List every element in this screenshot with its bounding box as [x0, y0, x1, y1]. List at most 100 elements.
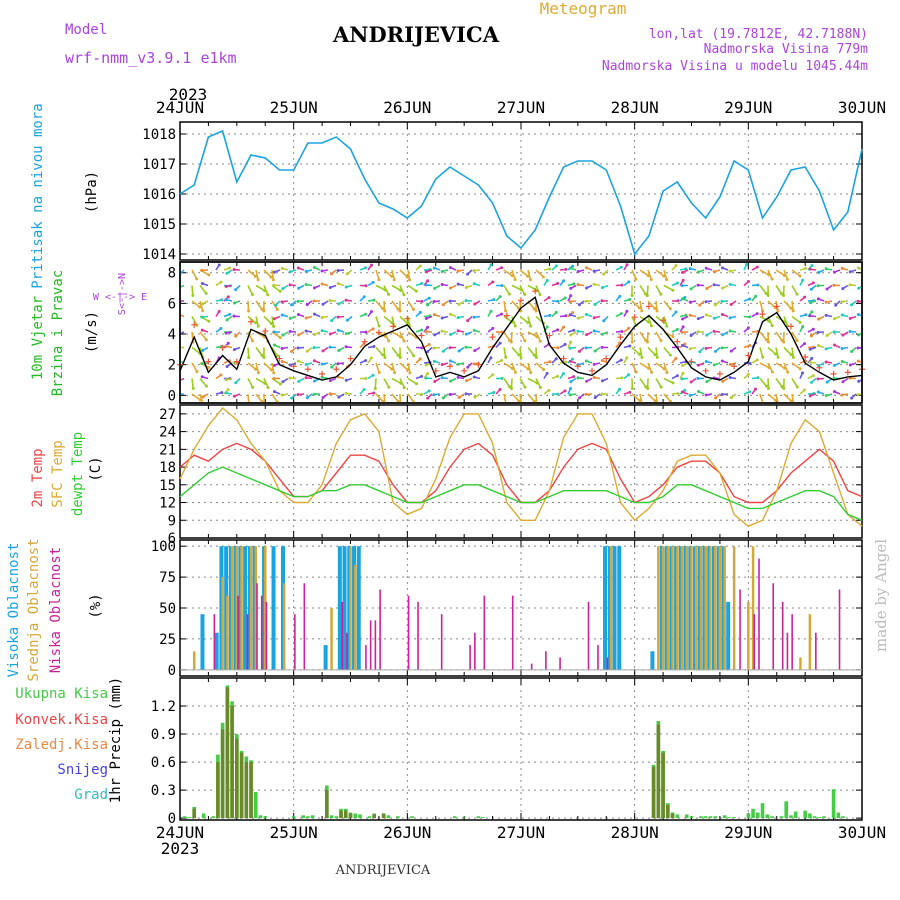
wind-arrow-head: [569, 333, 573, 337]
wind-arrow-head: [848, 363, 852, 367]
wind-arrow-head: [377, 278, 381, 282]
wind-arrow-head: [381, 353, 385, 357]
wind-arrow-head: [671, 381, 675, 385]
wind-arrow-head: [650, 370, 654, 374]
wind-arrow-head: [681, 371, 685, 375]
wind-arrow-head: [344, 378, 348, 382]
wind-arrow-head: [816, 284, 820, 288]
wind-arrow-head: [387, 385, 391, 389]
wind-arrow-head: [195, 277, 199, 281]
wind-arrow-head: [593, 302, 597, 306]
wind-arrow: [655, 331, 662, 342]
wind-arrow: [535, 331, 541, 342]
wind-gust-point: [347, 355, 354, 362]
wind-arrow-head: [464, 299, 468, 303]
cloud-bar: [379, 589, 381, 670]
wind-arrow: [383, 378, 390, 388]
precip-convective-bar: [216, 762, 220, 819]
side-labels: Pritisak na nivou mora (hPa) 10m Vjetar Brz…: [6, 103, 124, 803]
cloud-bar: [469, 645, 471, 670]
wind-arrow-head: [364, 312, 368, 316]
wind-arrow-head: [684, 313, 688, 317]
wind-gust-point: [773, 303, 780, 310]
wind-arrow-head: [529, 371, 533, 375]
wind-arrow-head: [272, 330, 276, 334]
cloud-bar: [699, 546, 703, 670]
wind-arrow-head: [569, 286, 573, 290]
wind-arrow-head: [720, 359, 724, 363]
wind-arrow-head: [832, 283, 836, 287]
wind-arrow: [783, 346, 792, 356]
wind-arrow-head: [688, 393, 692, 397]
wind-arrow-head: [330, 365, 334, 369]
wind-arrow-head: [770, 277, 774, 281]
wind-arrow: [375, 269, 380, 280]
wind-arrow: [655, 362, 665, 370]
cloud-bar: [685, 546, 689, 670]
bottom-day-label: 30JUN: [838, 823, 886, 842]
wind-arrow-head: [337, 349, 341, 352]
wind-arrow-head: [344, 391, 348, 395]
wind-arrow-head: [809, 287, 813, 291]
temperature-series-line: [179, 407, 863, 528]
wind-arrow: [399, 269, 408, 278]
wind-arrow-head: [720, 312, 724, 316]
wind-arrow-head: [680, 390, 684, 394]
wind-arrow-head: [619, 358, 623, 362]
wind-arrow-head: [320, 329, 324, 333]
wind-arrow-head: [441, 396, 445, 400]
cloud-bar: [214, 632, 219, 670]
top-year-label: 2023: [169, 85, 208, 104]
wind-arrow-head: [464, 379, 468, 383]
wind-arrow-head: [272, 371, 276, 375]
wind-arrow-head: [260, 353, 264, 357]
wind-arrow-head: [201, 309, 205, 313]
wind-gust-point: [603, 355, 610, 362]
wind-arrow-head: [857, 333, 861, 337]
wind-arrow-head: [402, 293, 406, 297]
wind-arrow-head: [584, 299, 588, 303]
wind-arrow-head: [304, 329, 308, 333]
wind-arrow-head: [304, 376, 308, 380]
precip-total-bar: [301, 815, 305, 819]
wind-arrow-head: [705, 287, 709, 290]
wind-arrow-head: [728, 282, 732, 286]
wind-arrow: [647, 393, 656, 402]
wind-arrow: [391, 377, 402, 384]
wind-arrow: [407, 377, 417, 385]
wind-arrow: [775, 362, 785, 369]
wind-arrow-head: [424, 330, 428, 334]
wind-arrow-head: [572, 282, 576, 286]
precip-total-bar: [462, 817, 466, 819]
y-tick-label: 0.6: [151, 755, 176, 771]
top-day-label: 29JUN: [724, 98, 772, 117]
wind-arrow-head: [618, 294, 622, 298]
wind-arrow-head: [504, 309, 508, 313]
wind-arrow-head: [593, 396, 597, 400]
wind-arrow-head: [554, 310, 558, 314]
cloud-bar: [713, 546, 717, 670]
wind-arrow: [191, 285, 194, 296]
wind-gust-point: [759, 311, 766, 318]
wind-arrow-head: [754, 294, 758, 298]
wind-arrow: [759, 393, 764, 403]
wind-arrow-head: [418, 357, 422, 361]
wind-arrow: [519, 378, 526, 388]
cloud-bar: [243, 546, 248, 670]
wind-arrow-head: [810, 263, 814, 267]
precip-total-bar: [201, 813, 206, 819]
wind-arrow-head: [568, 266, 572, 270]
wind-arrow-head: [563, 296, 567, 300]
wind-arrow-head: [275, 354, 279, 358]
wind-arrow-head: [688, 313, 692, 317]
wind-arrow-head: [585, 379, 589, 383]
wind-arrow-head: [433, 286, 437, 290]
cloud-bar: [474, 632, 476, 670]
precip-total-bar: [689, 816, 694, 819]
wind-arrow-head: [226, 341, 230, 345]
wind-arrow-head: [774, 398, 778, 402]
wind-arrow: [759, 315, 770, 322]
wind-arrow-head: [600, 345, 604, 349]
wind-arrow-head: [548, 360, 552, 364]
wind-arrow-head: [659, 292, 663, 296]
